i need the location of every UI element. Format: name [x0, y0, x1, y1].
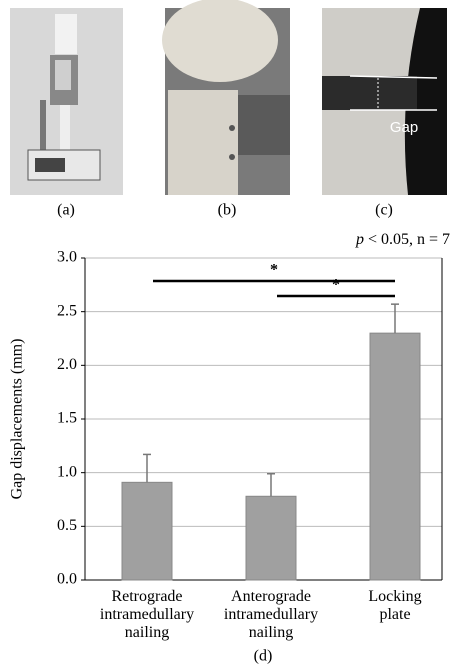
panel-label: (d) [254, 648, 273, 665]
photo-c: Gap [322, 8, 447, 195]
y-tick-label: 0.5 [57, 517, 77, 534]
x-tick-label: Anterograde intramedullary nailing [224, 588, 318, 641]
y-tick-label: 2.5 [57, 302, 77, 319]
y-tick-label: 1.0 [57, 463, 77, 480]
bar [369, 332, 421, 581]
panel-label: (a) [57, 202, 75, 219]
panel-label: (c) [375, 202, 393, 219]
y-tick-label: 2.0 [57, 356, 77, 373]
y-axis-label: Gap displacements (mm) [9, 339, 26, 500]
x-tick-label: Locking plate [368, 588, 421, 623]
photo-a [10, 8, 123, 195]
bar [245, 495, 297, 581]
significance-label: * [332, 277, 340, 294]
y-tick-label: 1.5 [57, 410, 77, 427]
bar [121, 481, 173, 581]
x-tick-label: Retrograde intramedullary nailing [100, 588, 194, 641]
gap-label: Gap [390, 119, 418, 136]
significance-label: * [270, 262, 278, 279]
y-tick-label: 3.0 [57, 249, 77, 266]
photo-b [162, 0, 290, 195]
annotation: p < 0.05, n = 7 [355, 231, 450, 248]
panel-label: (b) [218, 202, 237, 219]
y-tick-label: 0.0 [57, 571, 77, 588]
